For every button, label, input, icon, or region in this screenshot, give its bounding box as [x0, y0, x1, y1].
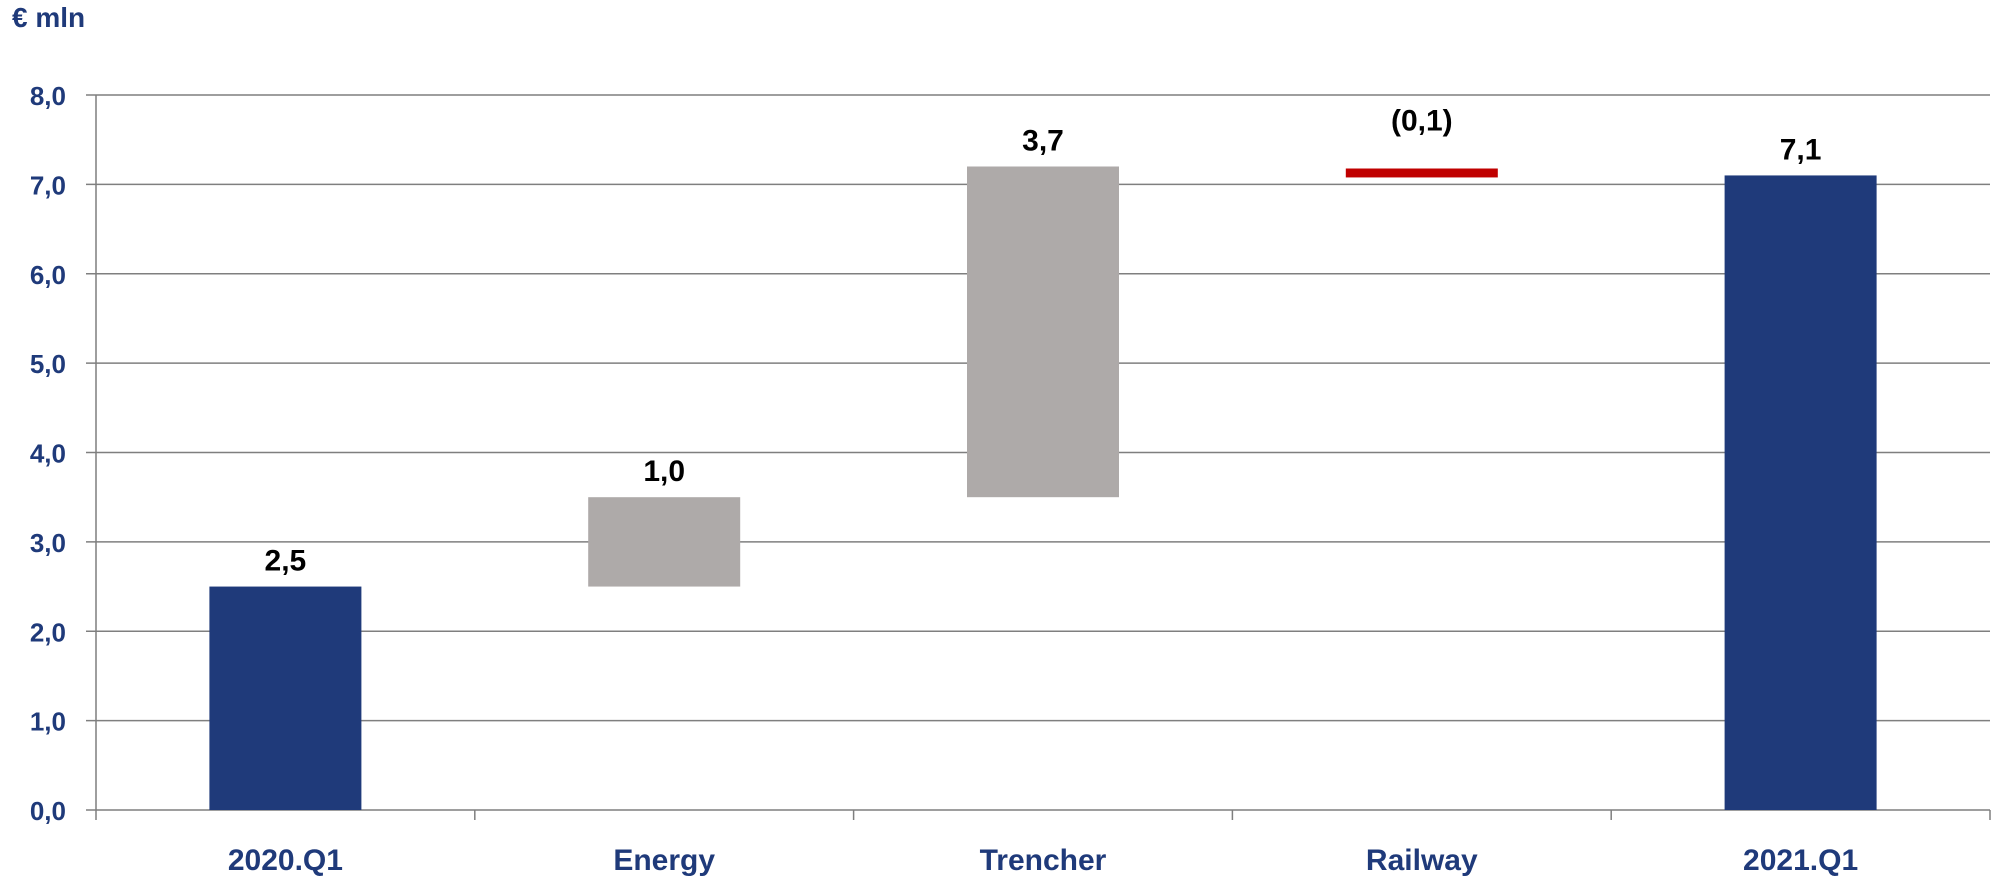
bar-2021-q1: [1724, 175, 1877, 810]
y-tick-label: 1,0: [30, 707, 66, 737]
y-tick-label: 7,0: [30, 170, 66, 200]
bar-2020-q1: [209, 586, 362, 810]
y-tick-label: 0,0: [30, 796, 66, 826]
bar-trencher: [967, 166, 1119, 498]
y-tick-label: 6,0: [30, 260, 66, 290]
y-tick-label: 4,0: [30, 439, 66, 469]
x-tick-label: Trencher: [980, 844, 1107, 877]
x-axis-tick-labels: 2020.Q1 Energy Trencher Railway 2021.Q1: [228, 844, 1858, 877]
bar-energy: [588, 497, 741, 587]
x-tick-label: 2021.Q1: [1743, 844, 1858, 877]
y-tick-label: 2,0: [30, 617, 66, 647]
y-axis-tick-labels: 0,0 1,0 2,0 3,0 4,0 5,0 6,0 7,0 8,0: [30, 81, 66, 826]
data-labels: 2,5 1,0 3,7 (0,1) 7,1: [265, 105, 1822, 578]
y-tick-label: 5,0: [30, 349, 66, 379]
data-label: 1,0: [643, 455, 685, 488]
y-tick-label: 3,0: [30, 528, 66, 558]
data-label: 7,1: [1780, 133, 1822, 166]
x-tick-label: Railway: [1366, 844, 1478, 877]
y-tick-label: 8,0: [30, 81, 66, 111]
y-axis-unit-label: € mln: [12, 2, 86, 33]
bar-railway: [1345, 168, 1498, 178]
bars: [209, 166, 1877, 810]
data-label: 3,7: [1022, 125, 1064, 158]
x-tick-label: 2020.Q1: [228, 844, 343, 877]
data-label: 2,5: [265, 545, 307, 578]
x-tick-label: Energy: [613, 844, 715, 877]
data-label: (0,1): [1391, 105, 1453, 138]
